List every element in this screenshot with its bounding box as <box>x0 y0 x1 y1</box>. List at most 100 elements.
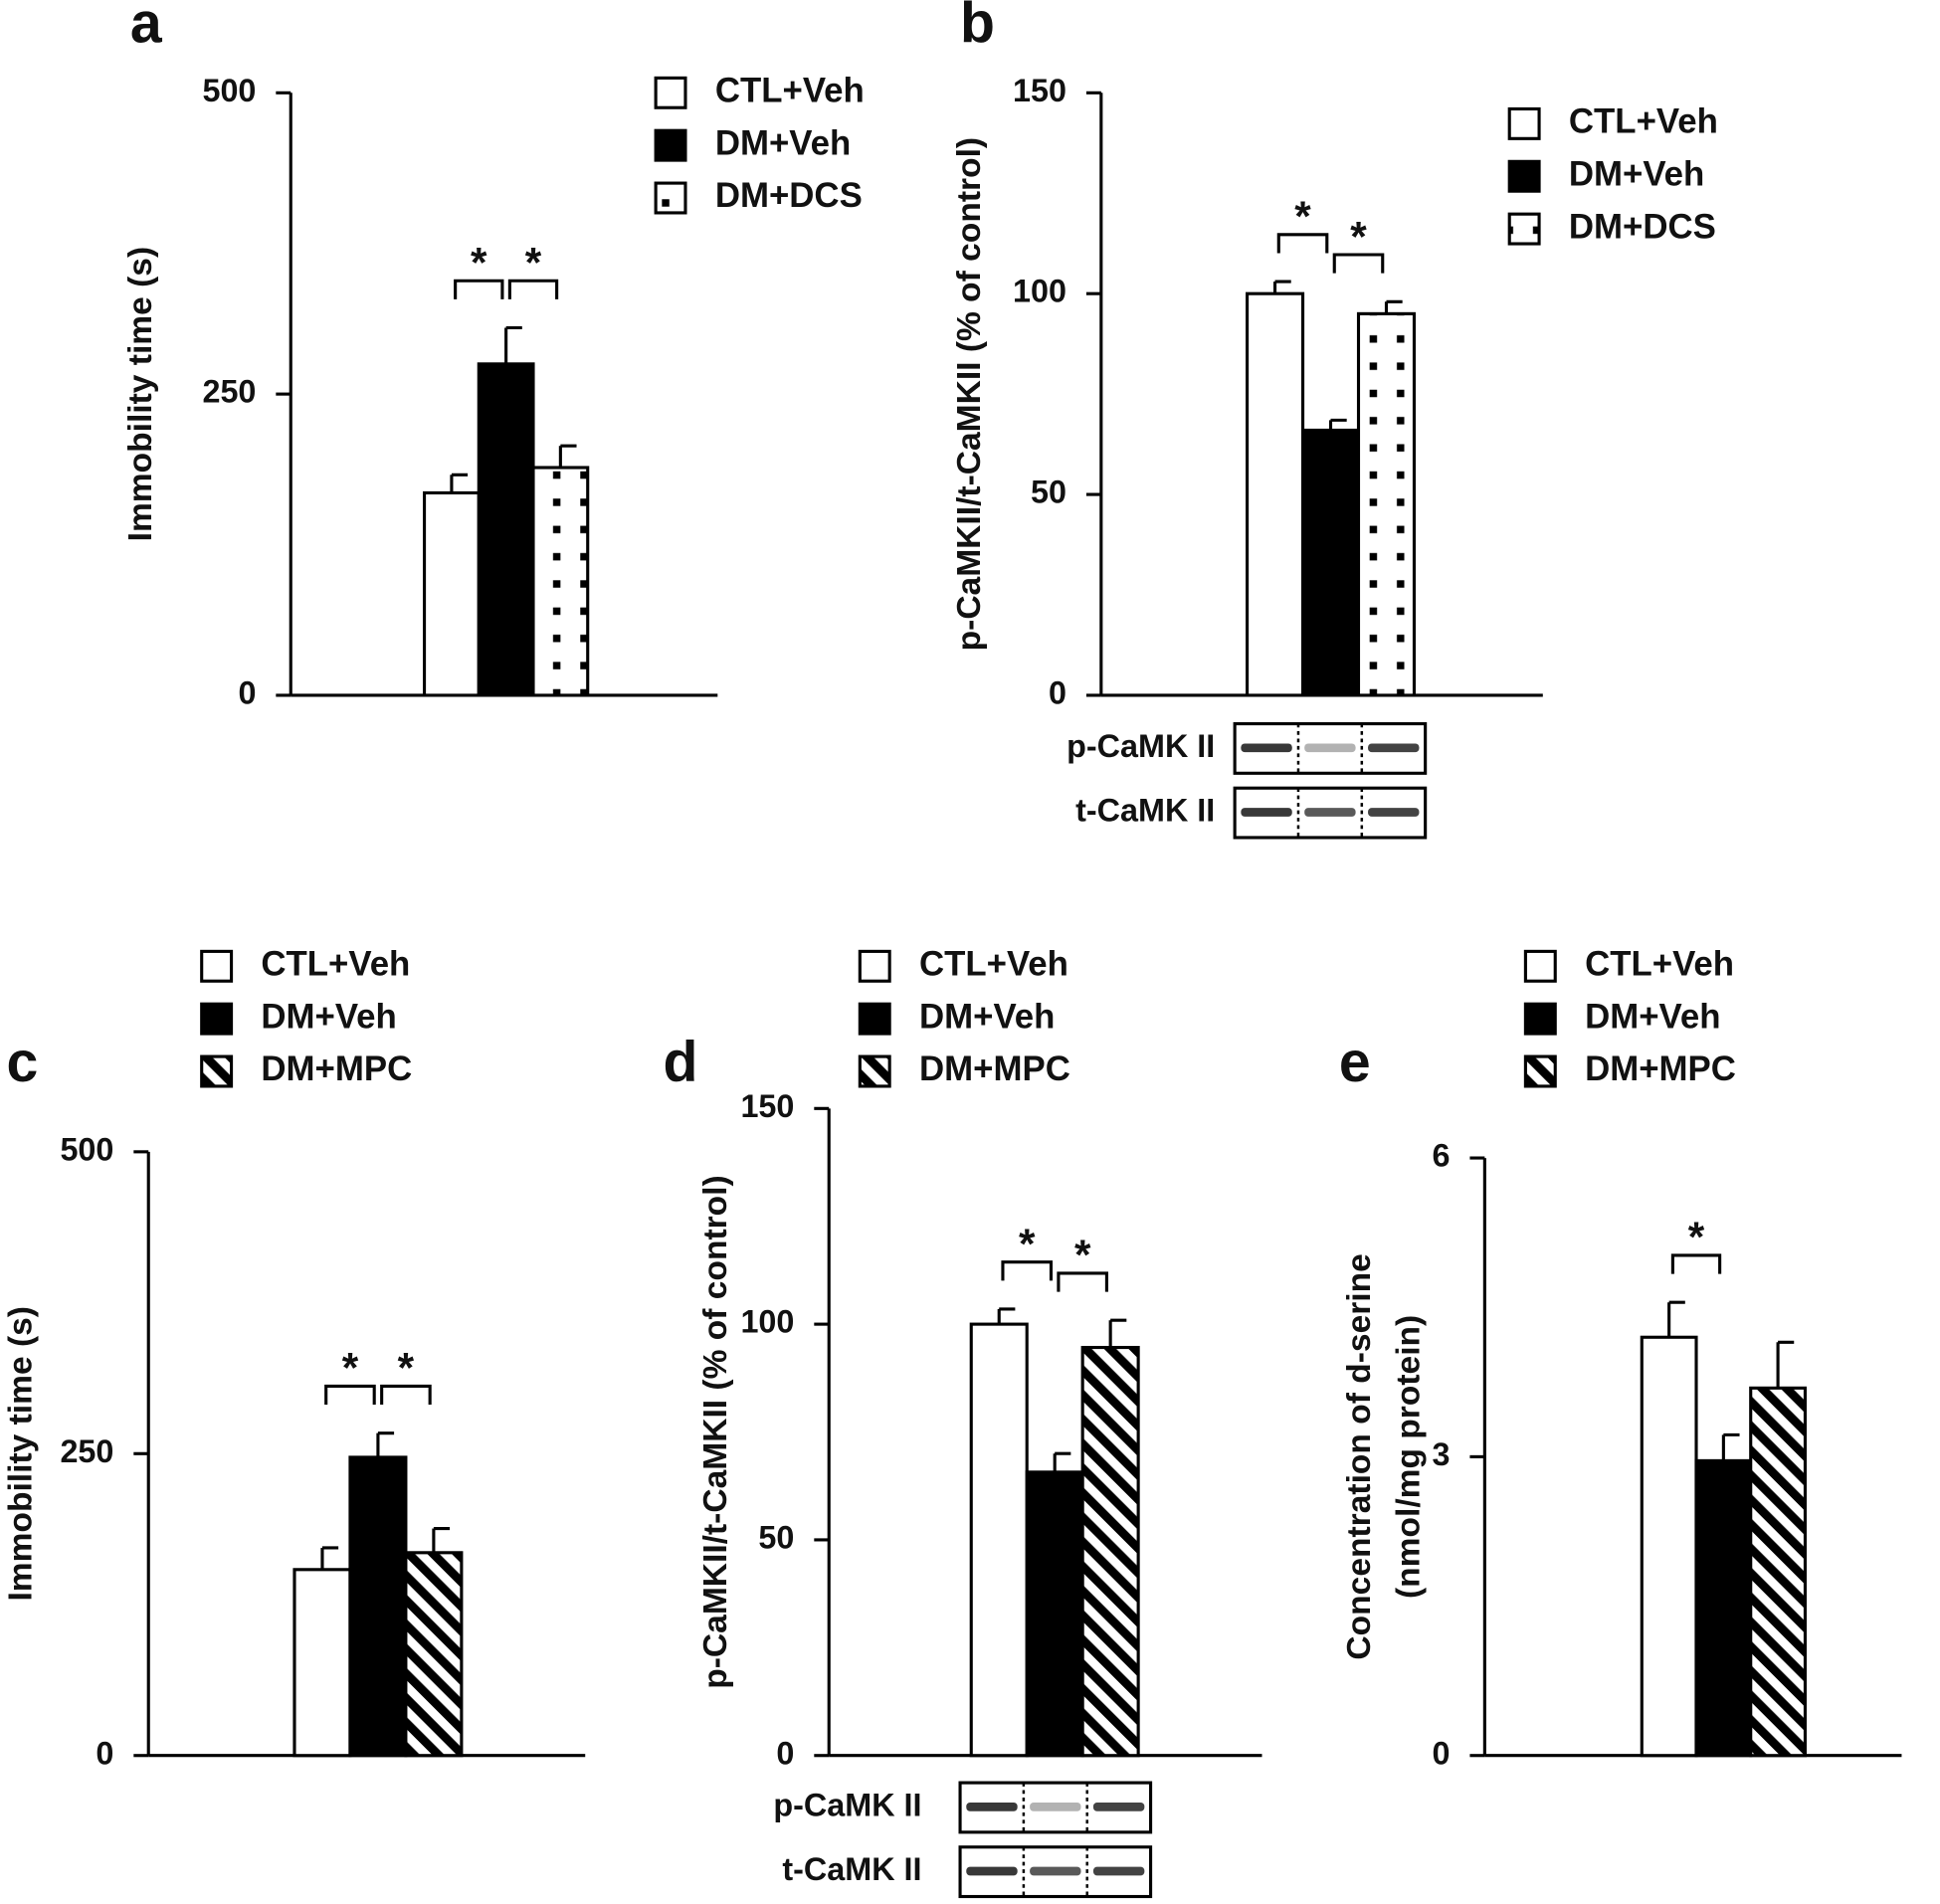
y-tick-label: 100 <box>740 1304 794 1340</box>
significance-bracket <box>1001 1260 1054 1281</box>
blot-label: p-CaMK II <box>1067 728 1215 764</box>
y-tick-label: 0 <box>238 674 256 710</box>
legend-label: CTL+Veh <box>1569 102 1718 141</box>
legend-swatch <box>200 1002 234 1036</box>
significance-bracket <box>380 1384 432 1406</box>
blot-band <box>966 1802 1018 1811</box>
legend-swatch <box>654 128 687 162</box>
significance-label: * <box>398 1345 415 1392</box>
legend-label: CTL+Veh <box>1585 945 1734 984</box>
legend-swatch <box>654 76 687 109</box>
significance-bracket <box>1670 1253 1722 1274</box>
legend-swatch <box>1523 949 1557 983</box>
significance-bracket <box>1057 1271 1108 1292</box>
bar <box>1300 428 1361 697</box>
bar <box>969 1322 1029 1758</box>
y-tick-label: 150 <box>740 1088 794 1124</box>
bar <box>1640 1335 1698 1758</box>
y-axis-label: Immobility time (s) <box>2 1306 39 1602</box>
blot-band <box>1241 808 1292 817</box>
y-tick-label: 0 <box>1049 674 1067 710</box>
y-tick-label: 0 <box>96 1735 113 1771</box>
panel-letter: a <box>130 0 163 56</box>
legend-label: DM+MPC <box>1585 1049 1736 1088</box>
bar <box>292 1568 352 1758</box>
significance-bracket <box>1276 233 1329 254</box>
significance-label: * <box>525 239 542 286</box>
bar <box>531 466 590 697</box>
significance-label: * <box>1688 1214 1705 1260</box>
significance-label: * <box>1074 1232 1091 1278</box>
bar <box>423 490 481 697</box>
blot-band <box>1368 743 1420 753</box>
significance-label: * <box>1019 1221 1036 1267</box>
legend-label: CTL+Veh <box>715 72 865 110</box>
y-tick-label: 50 <box>758 1519 794 1555</box>
bar <box>1080 1345 1140 1758</box>
blot-label: p-CaMK II <box>773 1788 921 1823</box>
blot-band <box>966 1866 1018 1876</box>
blot-band <box>1030 1866 1081 1876</box>
y-tick-label: 6 <box>1433 1138 1451 1174</box>
legend-label: DM+DCS <box>1569 207 1716 246</box>
legend-swatch <box>858 949 891 983</box>
bar <box>1246 291 1305 697</box>
bar <box>348 1455 408 1758</box>
y-tick-label: 3 <box>1433 1436 1451 1472</box>
y-axis-label: p-CaMKII/t-CaMKII (% of control) <box>697 1175 734 1688</box>
legend-label: DM+Veh <box>1569 154 1704 193</box>
blot-band <box>1030 1802 1081 1811</box>
legend-swatch <box>858 1002 891 1036</box>
legend-label: CTL+Veh <box>919 945 1068 984</box>
blot-band <box>1304 743 1356 753</box>
legend-swatch <box>654 181 687 215</box>
legend-label: DM+Veh <box>715 123 851 162</box>
legend-swatch <box>1523 1002 1557 1036</box>
y-tick-label: 250 <box>202 374 256 410</box>
blot-band <box>1092 1866 1145 1876</box>
significance-bracket <box>454 279 504 299</box>
significance-label: * <box>1350 213 1367 260</box>
blot-band <box>1092 1802 1145 1811</box>
significance-bracket <box>507 279 559 299</box>
blot-label: t-CaMK II <box>1075 793 1215 829</box>
bar <box>404 1551 464 1758</box>
y-axis-label: Concentration of d-serine <box>1341 1253 1378 1659</box>
significance-label: * <box>471 239 487 286</box>
legend-label: DM+MPC <box>919 1049 1070 1088</box>
legend-swatch <box>1507 159 1541 193</box>
legend-swatch <box>200 949 234 983</box>
significance-bracket <box>1332 253 1385 274</box>
legend-label: CTL+Veh <box>261 945 410 984</box>
y-axis-label: Immobility time (s) <box>122 247 159 542</box>
significance-label: * <box>1294 193 1311 240</box>
blot-band <box>1241 743 1292 753</box>
legend-label: DM+DCS <box>715 176 863 215</box>
bar <box>1694 1458 1753 1758</box>
panel-letter: d <box>664 1031 698 1094</box>
y-tick-label: 250 <box>60 1433 113 1469</box>
legend-swatch <box>200 1054 234 1088</box>
blot-band <box>1368 808 1420 817</box>
y-tick-label: 150 <box>1013 73 1067 108</box>
y-tick-label: 0 <box>776 1735 794 1771</box>
legend-swatch <box>1507 106 1541 140</box>
panel-letter: c <box>6 1031 38 1094</box>
bar <box>1356 311 1417 697</box>
blot-label: t-CaMK II <box>782 1851 921 1887</box>
bar <box>1749 1386 1807 1758</box>
y-tick-label: 500 <box>202 73 256 108</box>
legend-swatch <box>1507 212 1541 246</box>
panel-letter: b <box>960 0 995 56</box>
y-tick-label: 50 <box>1031 475 1067 510</box>
significance-label: * <box>342 1345 359 1392</box>
legend-label: DM+Veh <box>1585 997 1720 1036</box>
significance-bracket <box>324 1384 376 1406</box>
y-tick-label: 100 <box>1013 274 1067 309</box>
y-tick-label: 500 <box>60 1131 113 1167</box>
legend-swatch <box>1523 1054 1557 1088</box>
legend-swatch <box>858 1054 891 1088</box>
y-tick-label: 0 <box>1433 1735 1451 1771</box>
panel-letter: e <box>1339 1031 1371 1094</box>
